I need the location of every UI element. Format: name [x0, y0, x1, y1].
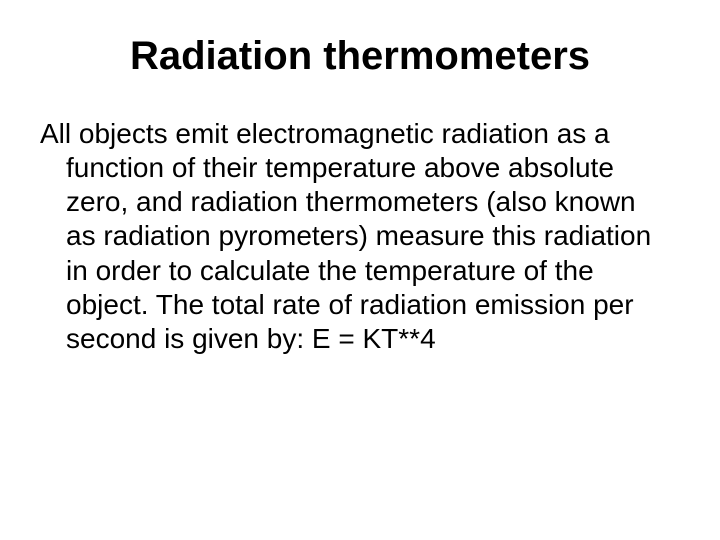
slide-body-text: All objects emit electromagnetic radiati… [40, 117, 670, 356]
slide-body-wrapper: All objects emit electromagnetic radiati… [40, 117, 680, 356]
slide-title: Radiation thermometers [40, 34, 680, 79]
slide-container: Radiation thermometers All objects emit … [0, 0, 720, 540]
